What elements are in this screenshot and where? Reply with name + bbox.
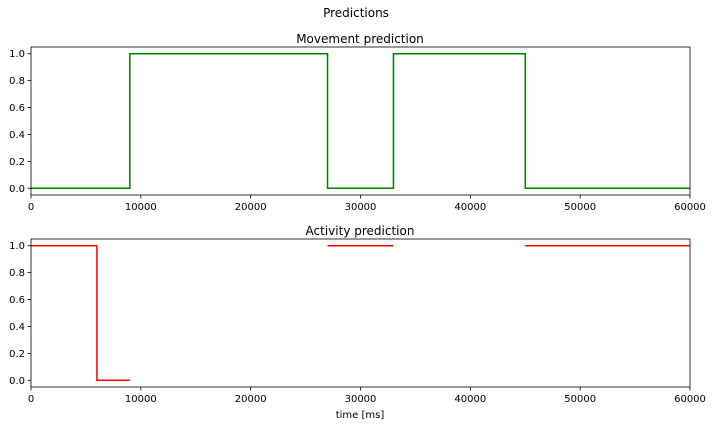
activity-x-axis-label: time [ms] bbox=[336, 410, 385, 421]
movement-y-tick-label: 0.2 bbox=[9, 157, 25, 168]
movement-y-tick-label: 0.8 bbox=[9, 76, 25, 87]
movement-y-tick-label: 1.0 bbox=[9, 49, 25, 60]
movement-y-tick-label: 0.6 bbox=[9, 103, 25, 114]
activity-x-tick-label: 50000 bbox=[564, 394, 596, 405]
activity-prediction-axes: Activity prediction time [ms] 0 10000 2000… bbox=[9, 224, 706, 421]
activity-x-tick-label: 20000 bbox=[235, 394, 267, 405]
movement-x-tick-label: 0 bbox=[28, 202, 34, 213]
activity-y-tick-label: 0.6 bbox=[9, 295, 25, 306]
activity-y-tick-label: 0.4 bbox=[9, 322, 25, 333]
activity-y-tick-label: 1.0 bbox=[9, 241, 25, 252]
activity-series-line-segment-0 bbox=[31, 244, 130, 382]
movement-prediction-axes: Movement prediction 0 10000 20000 30000 4000… bbox=[9, 32, 706, 213]
movement-x-tick-label: 40000 bbox=[454, 202, 486, 213]
movement-prediction-title: Movement prediction bbox=[296, 32, 424, 46]
movement-y-tick-label: 0.0 bbox=[9, 184, 25, 195]
activity-x-tick-label: 0 bbox=[28, 394, 34, 405]
movement-x-tick-label: 60000 bbox=[674, 202, 706, 213]
movement-x-tick-label: 20000 bbox=[235, 202, 267, 213]
activity-x-tick-label: 30000 bbox=[345, 394, 377, 405]
movement-x-tick-label: 50000 bbox=[564, 202, 596, 213]
movement-x-tick-label: 10000 bbox=[125, 202, 157, 213]
activity-axes-frame bbox=[30, 238, 691, 388]
activity-y-tick-label: 0.8 bbox=[9, 268, 25, 279]
activity-y-tick-label: 0.2 bbox=[9, 349, 25, 360]
activity-y-tick-label: 0.0 bbox=[9, 376, 25, 387]
movement-x-tick-label: 30000 bbox=[345, 202, 377, 213]
activity-prediction-title: Activity prediction bbox=[306, 224, 415, 238]
activity-x-tick-label: 40000 bbox=[454, 394, 486, 405]
movement-y-tick-label: 0.4 bbox=[9, 130, 25, 141]
movement-series-line-segment-0 bbox=[31, 52, 690, 190]
figure-suptitle: Predictions bbox=[323, 6, 389, 20]
activity-x-tick-label: 60000 bbox=[674, 394, 706, 405]
activity-x-tick-label: 10000 bbox=[125, 394, 157, 405]
